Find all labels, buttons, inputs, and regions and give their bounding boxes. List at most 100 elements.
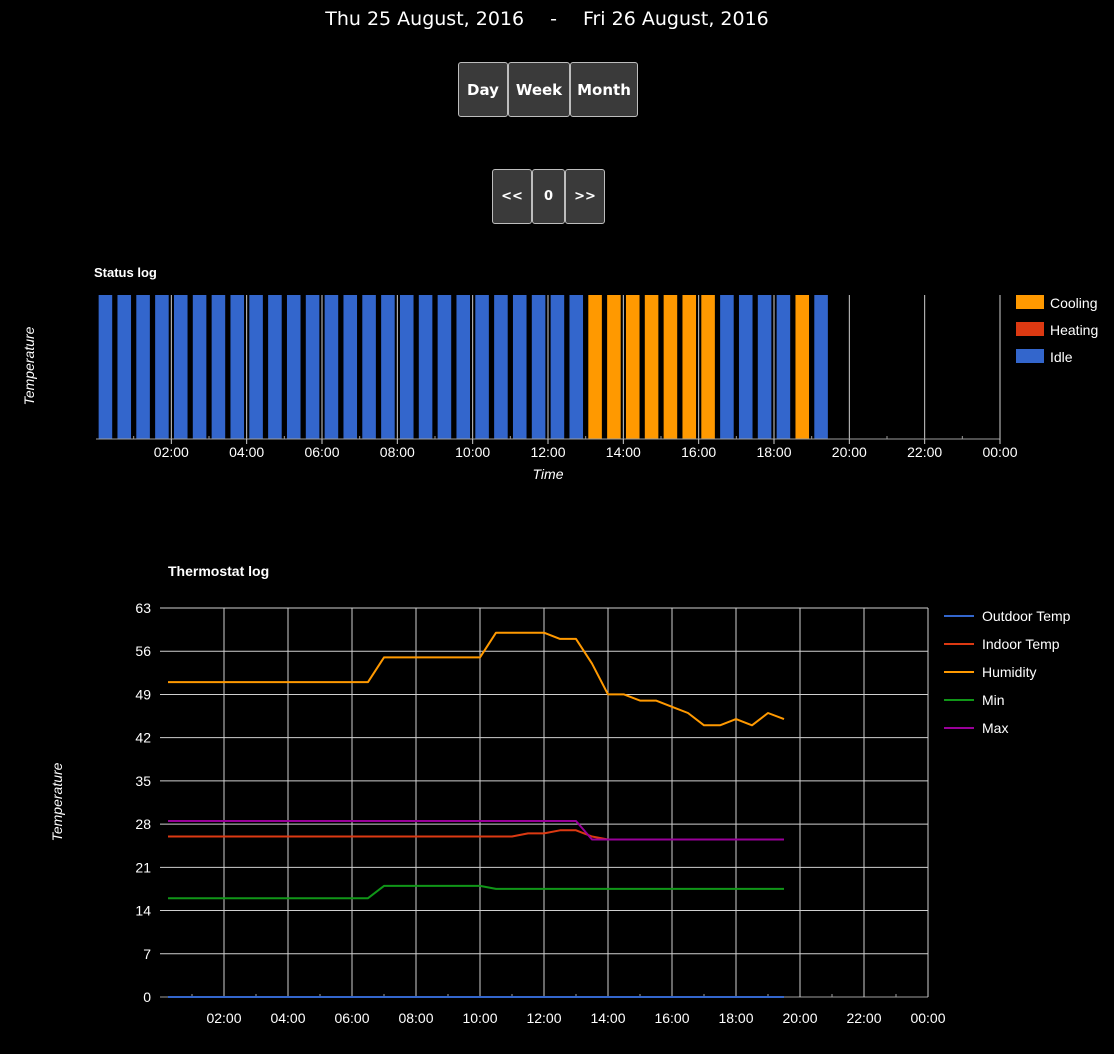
legend-swatch-heating (1016, 322, 1044, 336)
thermostat-x-tick-label: 20:00 (782, 1010, 817, 1026)
status-bar-idle[interactable] (814, 295, 828, 439)
legend-swatch-idle (1016, 349, 1044, 363)
status-bar-cooling[interactable] (625, 295, 640, 439)
thermostat-log-title: Thermostat log (168, 563, 269, 579)
thermostat-x-tick-label: 00:00 (910, 1010, 945, 1026)
end-date: Fri 26 August, 2016 (582, 8, 769, 30)
thermostat-x-tick-label: 14:00 (590, 1010, 625, 1026)
status-bar-idle[interactable] (381, 295, 395, 439)
status-bar-idle[interactable] (136, 295, 150, 439)
period-offset-button[interactable]: 0 (532, 169, 565, 224)
thermostat-log-series (168, 631, 785, 998)
status-bar-cooling[interactable] (682, 295, 697, 439)
status-log-title: Status log (94, 265, 157, 280)
day-button[interactable]: Day (458, 62, 508, 117)
status-log-bars (98, 295, 828, 439)
thermostat-y-tick-label: 0 (143, 989, 151, 1005)
thermostat-log-gridlines (160, 607, 929, 998)
next-period-button[interactable]: >> (565, 169, 605, 224)
thermostat-y-tick-label: 49 (135, 686, 151, 702)
series-line-humidity[interactable] (168, 631, 785, 727)
status-log-x-axis-label: Time (533, 466, 564, 482)
thermostat-x-tick-label: 10:00 (462, 1010, 497, 1026)
status-bar-idle[interactable] (456, 295, 471, 439)
legend-swatch-cooling (1016, 295, 1044, 309)
status-log-gridlines (170, 295, 1001, 439)
legend-label-indoor: Indoor Temp (982, 636, 1060, 652)
status-bar-idle[interactable] (362, 295, 376, 439)
prev-period-button[interactable]: << (492, 169, 532, 224)
status-bar-cooling[interactable] (588, 295, 602, 439)
status-bar-idle[interactable] (738, 295, 753, 439)
thermostat-log-chart: Thermostat log Temperature 0 7 14 21 28 35 42 4… (49, 563, 1071, 1026)
thermostat-x-tick-label: 06:00 (334, 1010, 369, 1026)
date-separator: - (550, 8, 557, 30)
status-bar-idle[interactable] (211, 295, 226, 439)
status-log-x-ticks: 02:00 04:00 06:00 08:00 10:00 12:00 14:00 16:00… (133, 436, 1018, 460)
status-bar-idle[interactable] (475, 295, 489, 439)
start-date: Thu 25 August, 2016 (325, 8, 525, 30)
legend-label-heating: Heating (1050, 322, 1098, 338)
thermostat-x-tick-label: 12:00 (526, 1010, 561, 1026)
status-log-chart: Status log Temperature 02:00 04:00 06:00 08… (21, 265, 1098, 482)
legend-label-cooling: Cooling (1050, 295, 1097, 311)
date-range: Thu 25 August, 2016 - Fri 26 August, 2016 (0, 8, 1094, 30)
status-x-tick-label: 16:00 (681, 444, 716, 460)
status-bar-idle[interactable] (531, 295, 546, 439)
status-x-tick-label: 22:00 (907, 444, 942, 460)
thermostat-y-tick-label: 21 (135, 859, 151, 875)
status-x-tick-label: 08:00 (380, 444, 415, 460)
status-x-tick-label: 04:00 (229, 444, 264, 460)
month-button[interactable]: Month (570, 62, 638, 117)
status-bar-idle[interactable] (305, 295, 320, 439)
status-bar-idle[interactable] (343, 295, 358, 439)
status-bar-idle[interactable] (512, 295, 527, 439)
status-bar-idle[interactable] (117, 295, 132, 439)
status-bar-idle[interactable] (437, 295, 452, 439)
status-bar-cooling[interactable] (701, 295, 715, 439)
series-line-indoor[interactable] (168, 829, 784, 841)
thermostat-log-y-axis-label: Temperature (49, 762, 65, 841)
status-bar-idle[interactable] (173, 295, 188, 439)
status-bar-idle[interactable] (324, 295, 339, 439)
status-x-tick-label: 06:00 (304, 444, 339, 460)
status-x-tick-label: 18:00 (756, 444, 791, 460)
series-line-min[interactable] (168, 884, 784, 900)
thermostat-y-tick-label: 56 (135, 643, 151, 659)
status-bar-cooling[interactable] (795, 295, 810, 439)
status-bar-idle[interactable] (550, 295, 565, 439)
status-bar-cooling[interactable] (607, 295, 621, 439)
status-log-y-axis-label: Temperature (21, 326, 37, 405)
status-bar-idle[interactable] (776, 295, 791, 439)
status-bar-idle[interactable] (494, 295, 508, 439)
status-bar-cooling[interactable] (663, 295, 678, 439)
thermostat-x-tick-label: 08:00 (398, 1010, 433, 1026)
series-line-max[interactable] (168, 820, 784, 841)
status-bar-idle[interactable] (757, 295, 772, 439)
status-bar-idle[interactable] (286, 295, 301, 439)
range-button-group: Day Week Month (458, 62, 638, 117)
period-nav-group: << 0 >> (492, 169, 605, 224)
status-bar-idle[interactable] (418, 295, 433, 439)
thermostat-x-tick-label: 02:00 (206, 1010, 241, 1026)
status-bar-idle[interactable] (249, 295, 263, 439)
thermostat-y-tick-label: 14 (135, 903, 151, 919)
thermostat-x-tick-label: 16:00 (654, 1010, 689, 1026)
status-bar-idle[interactable] (569, 295, 584, 439)
status-bar-cooling[interactable] (644, 295, 659, 439)
status-bar-idle[interactable] (155, 295, 169, 439)
status-bar-idle[interactable] (192, 295, 207, 439)
week-button[interactable]: Week (508, 62, 570, 117)
status-bar-idle[interactable] (230, 295, 245, 439)
status-x-tick-label: 00:00 (982, 444, 1017, 460)
legend-label-outdoor: Outdoor Temp (982, 608, 1071, 624)
status-bar-idle[interactable] (268, 295, 282, 439)
legend-label-max: Max (982, 720, 1008, 736)
thermostat-x-tick-label: 04:00 (270, 1010, 305, 1026)
status-bar-idle[interactable] (98, 295, 113, 439)
legend-label-humidity: Humidity (982, 664, 1036, 680)
status-bar-idle[interactable] (720, 295, 734, 439)
status-bar-idle[interactable] (399, 295, 414, 439)
status-x-tick-label: 10:00 (455, 444, 490, 460)
